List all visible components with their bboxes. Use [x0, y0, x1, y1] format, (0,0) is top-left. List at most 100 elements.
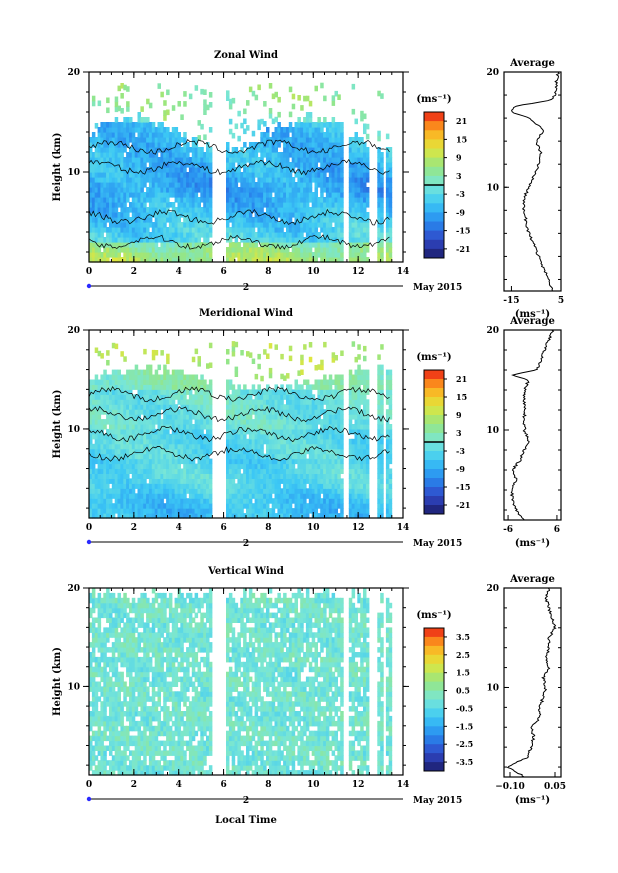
heatmap-cell [183, 222, 187, 228]
heatmap-cell [197, 212, 201, 218]
heatmap-cell [231, 147, 236, 153]
heatmap-cell [143, 167, 147, 173]
heatmap-cell [146, 369, 150, 376]
heatmap-cell [360, 237, 364, 243]
heatmap-cell [106, 458, 110, 465]
heatmap-cell [231, 394, 236, 400]
heatmap-cell [151, 349, 156, 356]
heatmap-cell [114, 96, 119, 103]
heatmap-cell [171, 394, 176, 400]
heatmap-cell [385, 247, 390, 253]
heatmap-cell [266, 172, 270, 178]
heatmap-cell [208, 247, 213, 253]
heatmap-cell [126, 498, 130, 504]
heatmap-cell [365, 202, 370, 208]
heatmap-cell [348, 217, 353, 223]
heatmap-cell [297, 483, 301, 489]
heatmap-cell [231, 207, 236, 213]
heatmap-cell [317, 147, 321, 153]
heatmap-cell [305, 177, 310, 183]
heatmap-cell [305, 424, 310, 430]
heatmap-cell [291, 152, 296, 158]
heatmap-cell [308, 100, 313, 107]
heatmap-cell [180, 438, 184, 445]
heatmap-cell [337, 182, 341, 188]
heatmap-cell [206, 104, 210, 111]
heatmap-cell [148, 394, 153, 400]
heatmap-cell [197, 389, 201, 395]
heatmap-cell [283, 187, 287, 193]
heatmap-cell [248, 399, 253, 405]
heatmap-cell [351, 137, 356, 143]
heatmap-cell [177, 252, 181, 258]
heatmap-cell [291, 127, 296, 133]
heatmap-cell [151, 433, 156, 440]
heatmap-cell [171, 389, 176, 395]
heatmap-cell [226, 257, 230, 263]
heatmap-cell [323, 152, 327, 158]
heatmap-cell [120, 414, 124, 420]
heatmap-cell [311, 473, 316, 479]
heatmap-cell [166, 157, 170, 163]
heatmap-cell [337, 217, 341, 223]
heatmap-cell [89, 242, 93, 248]
heatmap-cell [120, 419, 124, 425]
heatmap-cell [146, 513, 150, 519]
heatmap-cell [137, 127, 141, 133]
heatmap-cell [237, 473, 241, 479]
heatmap-cell [283, 508, 287, 514]
heatmap-cell [137, 207, 141, 213]
heatmap-cell [246, 453, 250, 460]
heatmap-cell [120, 227, 124, 233]
heatmap-cell [143, 374, 147, 380]
heatmap-cell [191, 197, 196, 203]
heatmap-cell [180, 508, 184, 514]
heatmap-cell [331, 142, 336, 148]
heatmap-cell [325, 488, 330, 494]
heatmap-cell [194, 182, 199, 188]
colorbar-swatch [424, 139, 444, 149]
heatmap-cell [160, 242, 164, 248]
heatmap-cell [129, 242, 133, 248]
heatmap-cell [274, 187, 278, 193]
panel-title: Zonal Wind [214, 50, 278, 61]
heatmap-cell [163, 493, 167, 499]
heatmap-cell [228, 207, 233, 213]
heatmap-cell [257, 147, 261, 153]
heatmap-cell [237, 157, 241, 163]
heatmap-cell [246, 222, 250, 228]
heatmap-cell [257, 424, 261, 430]
heatmap-cell [294, 404, 298, 410]
heatmap-cell [148, 147, 153, 153]
heatmap-cell [146, 424, 150, 430]
heatmap-cell [286, 182, 290, 188]
heatmap-cell [226, 358, 230, 365]
heatmap-cell [274, 182, 278, 188]
heatmap-cell [303, 463, 307, 470]
heatmap-cell [171, 369, 176, 376]
heatmap-cell [111, 424, 116, 430]
heatmap-cell [277, 394, 281, 400]
heatmap-cell [268, 409, 273, 415]
heatmap-cell [134, 463, 139, 470]
heatmap-cell [297, 157, 301, 163]
heatmap-cell [148, 414, 153, 420]
heatmap-cell [320, 453, 324, 460]
heatmap-cell [385, 237, 390, 243]
heatmap-cell [148, 513, 153, 519]
heatmap-cell [197, 463, 201, 470]
heatmap-cell [303, 127, 307, 133]
heatmap-cell [328, 187, 333, 193]
heatmap-cell [280, 498, 284, 504]
heatmap-cell [308, 458, 313, 465]
heatmap-cell [254, 207, 259, 213]
heatmap-cell [160, 91, 164, 98]
heatmap-cell [243, 167, 247, 173]
heatmap-cell [203, 192, 207, 198]
heatmap-cell [300, 409, 304, 415]
heatmap-cell [157, 448, 161, 455]
heatmap-cell [317, 242, 321, 248]
heatmap-cell [388, 227, 393, 233]
heatmap-cell [206, 458, 210, 465]
heatmap-cell [200, 394, 204, 400]
